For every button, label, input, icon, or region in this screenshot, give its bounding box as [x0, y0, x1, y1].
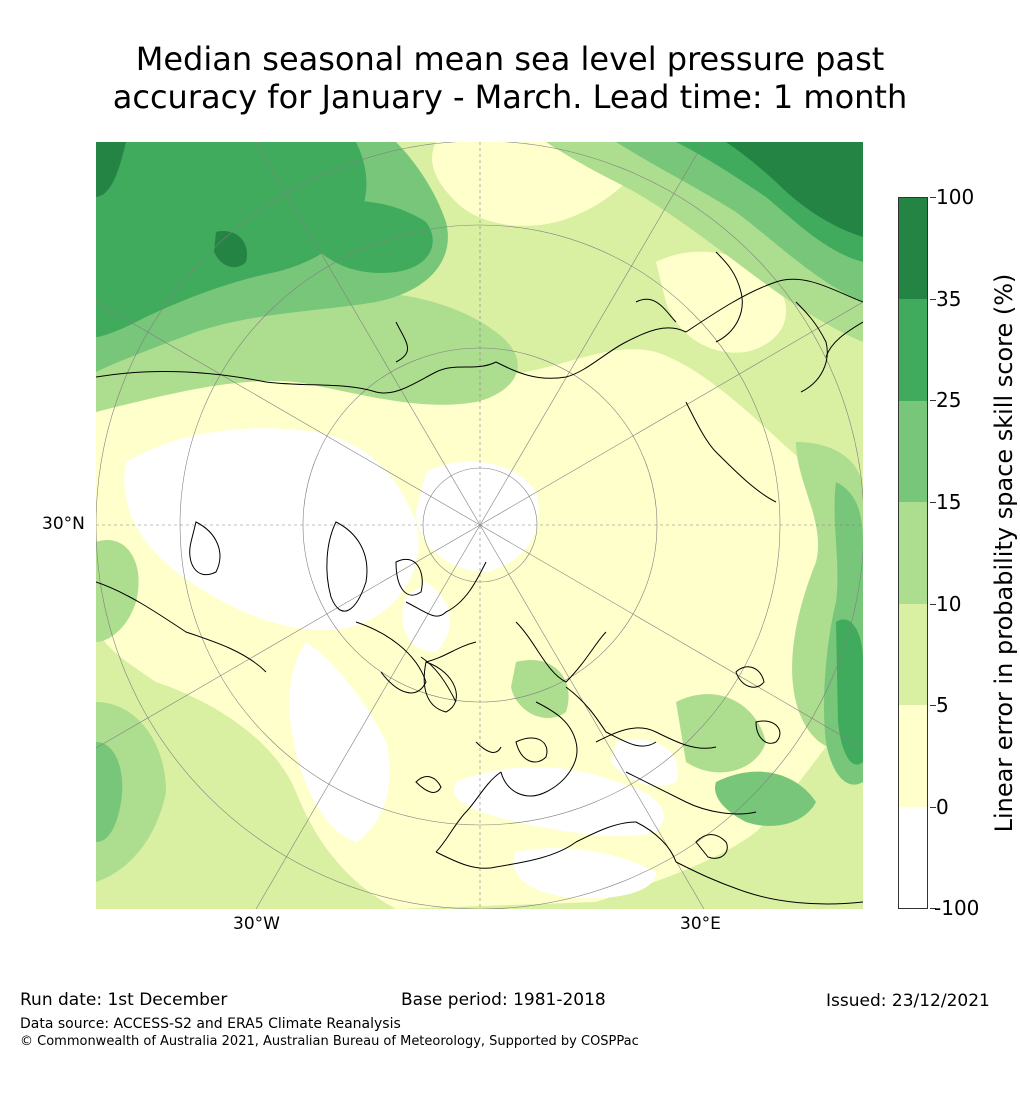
- lon-label-30w: 30°W: [233, 914, 280, 934]
- colorbar-title: Linear error in probability space skill …: [990, 273, 1018, 833]
- colorbar-tick: [930, 807, 936, 808]
- lat-label-30n: 30°N: [42, 514, 85, 534]
- colorbar-label-35: 35: [936, 287, 962, 311]
- coastlines: [96, 251, 863, 905]
- colorbar-label-0: 0: [936, 795, 949, 819]
- data-source: Data source: ACCESS-S2 and ERA5 Climate …: [20, 1016, 401, 1032]
- chart-title: Median seasonal mean sea level pressure …: [0, 40, 1020, 116]
- colorbar-label-10: 10: [936, 592, 962, 616]
- title-line-1: Median seasonal mean sea level pressure …: [135, 40, 885, 78]
- colorbar-label-25: 25: [936, 388, 962, 412]
- colorbar-seg-25-35: [899, 299, 927, 401]
- colorbar-tick: [930, 705, 936, 706]
- colorbar-label-15: 15: [936, 490, 962, 514]
- base-period: Base period: 1981-2018: [401, 990, 606, 1010]
- copyright: © Commonwealth of Australia 2021, Austra…: [20, 1034, 639, 1049]
- colorbar-seg-15-25: [899, 401, 927, 502]
- lon-label-30e: 30°E: [680, 914, 721, 934]
- colorbar-seg-below-0: [899, 807, 927, 908]
- skill-map: [96, 142, 863, 909]
- map-svg: [96, 142, 863, 909]
- colorbar-seg-0-5: [899, 705, 927, 807]
- colorbar: [898, 197, 928, 909]
- colorbar-tick: [930, 908, 936, 909]
- colorbar-seg-10-15: [899, 502, 927, 604]
- issued-date: Issued: 23/12/2021: [826, 991, 990, 1011]
- colorbar-label-100: 100: [936, 185, 975, 209]
- colorbar-label-minus-100: -100: [934, 896, 980, 920]
- colorbar-tick: [930, 502, 936, 503]
- colorbar-tick: [930, 400, 936, 401]
- colorbar-tick: [930, 299, 936, 300]
- colorbar-seg-35-100: [899, 198, 927, 299]
- run-date: Run date: 1st December: [20, 990, 228, 1010]
- colorbar-tick: [930, 197, 936, 198]
- colorbar-seg-5-10: [899, 604, 927, 705]
- title-line-2: accuracy for January - March. Lead time:…: [112, 78, 908, 116]
- colorbar-tick: [930, 604, 936, 605]
- colorbar-label-5: 5: [936, 693, 949, 717]
